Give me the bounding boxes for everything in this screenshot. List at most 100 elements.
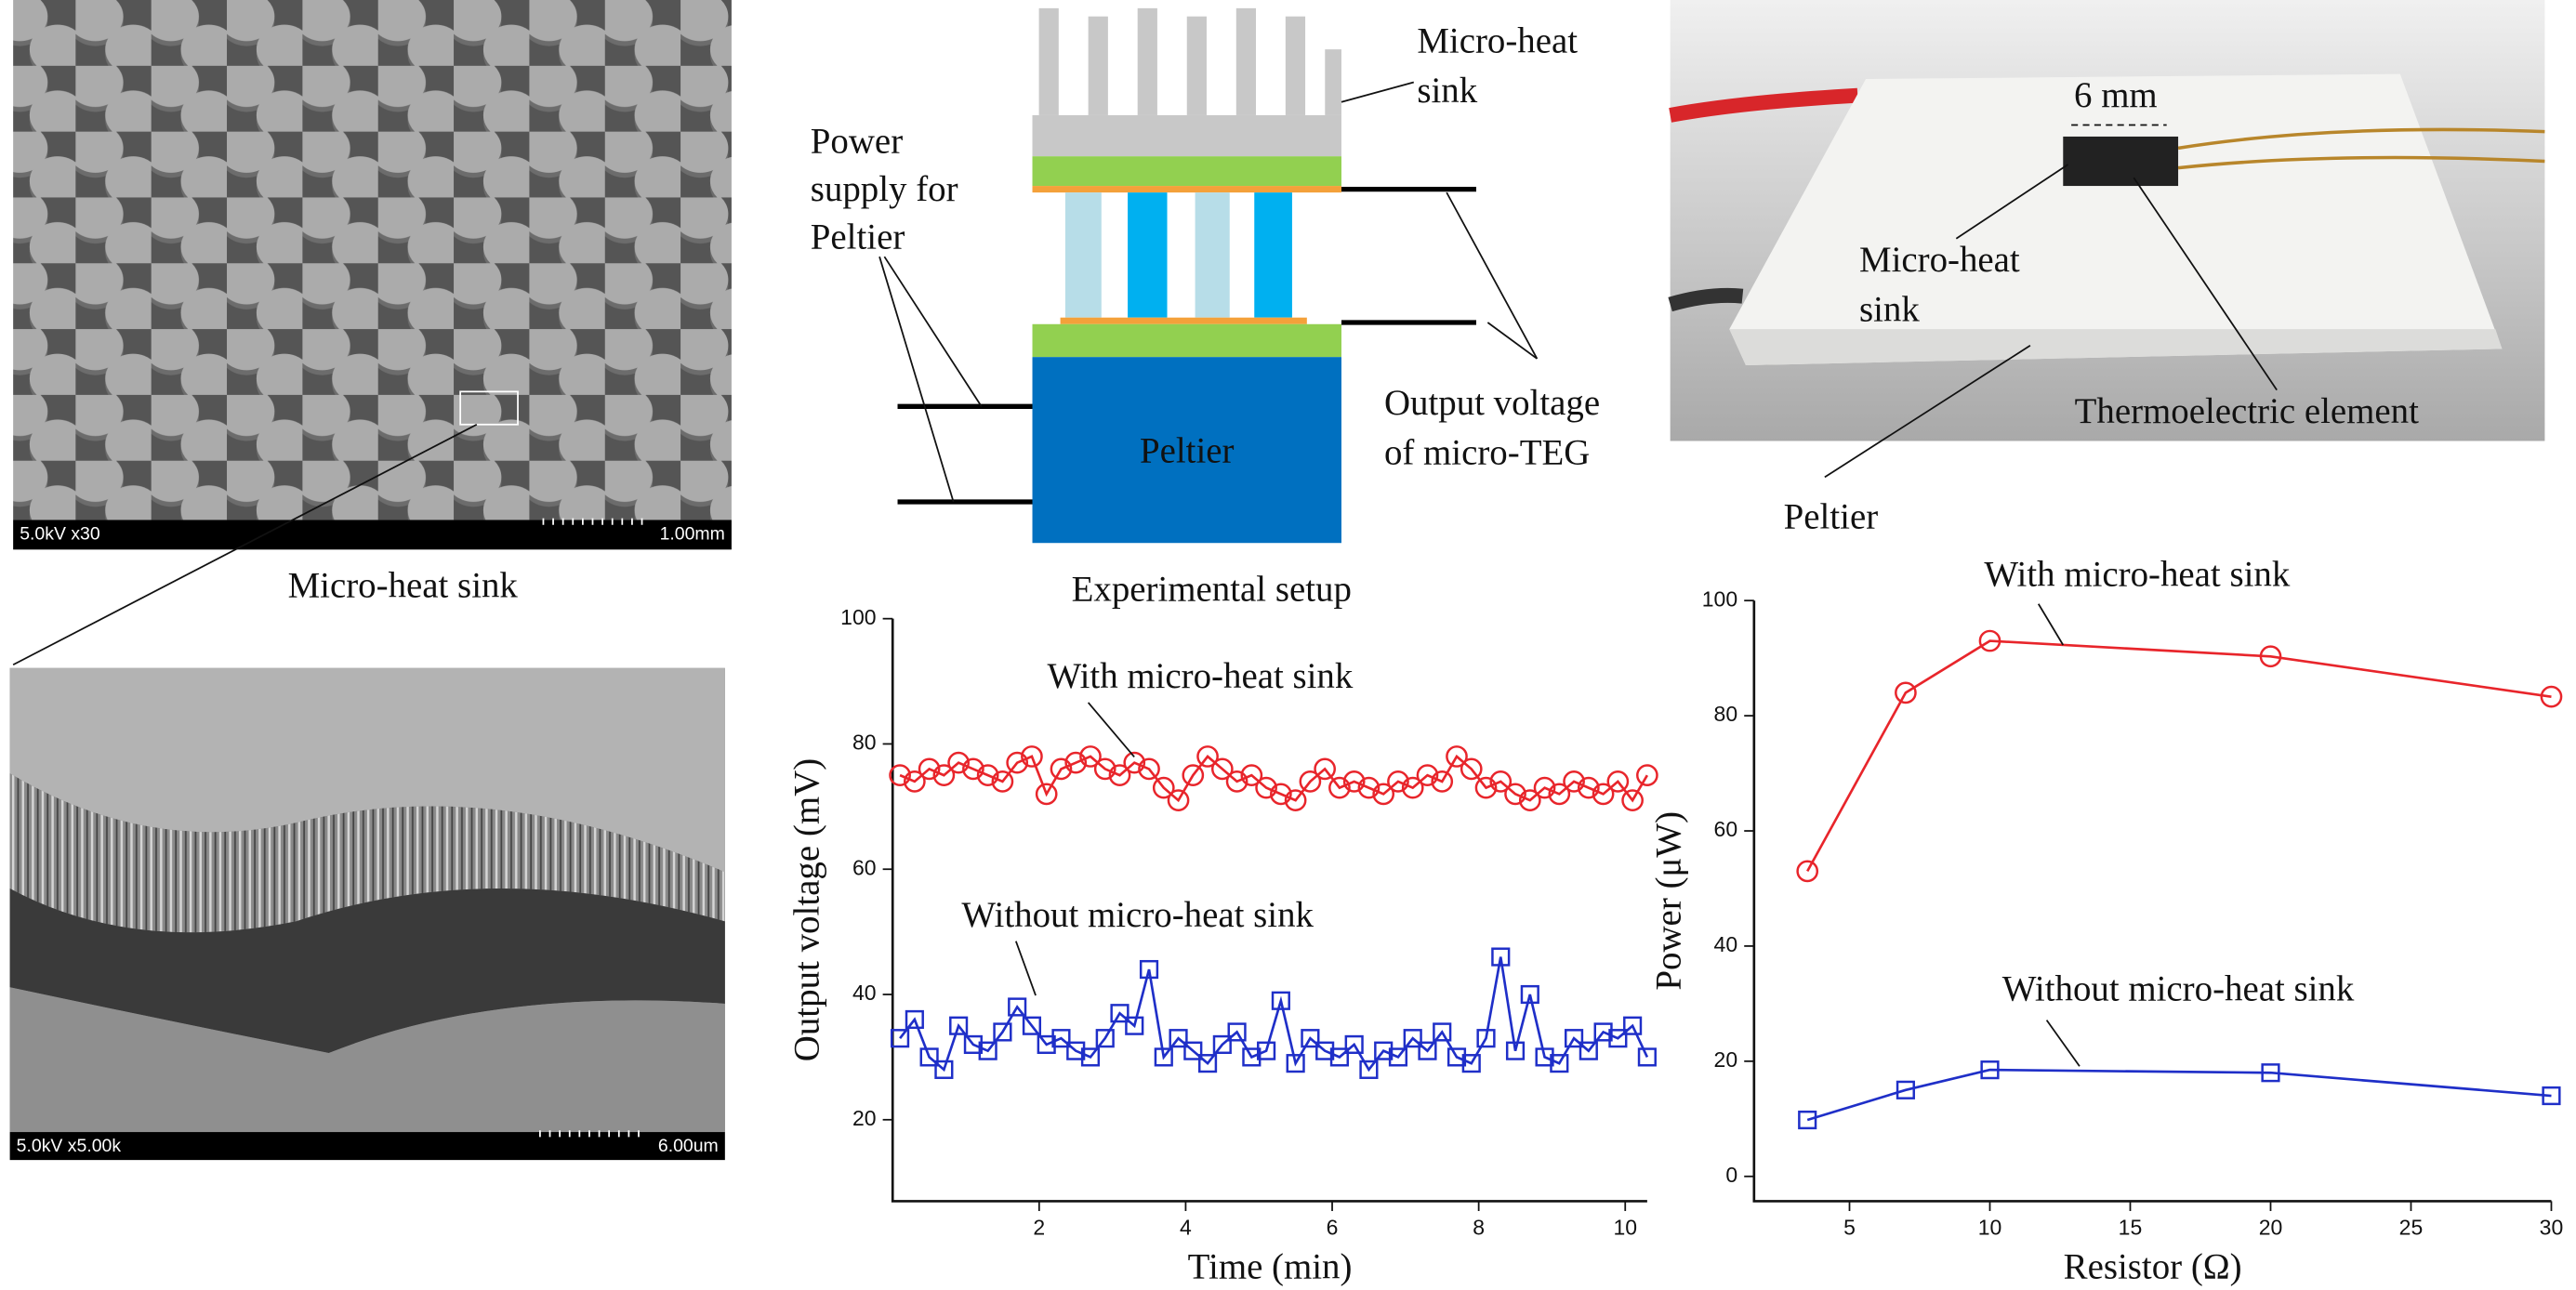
y-tick-label: 20: [1714, 1047, 1738, 1072]
x-tick-label: 8: [1473, 1216, 1485, 1240]
marker: [1169, 1029, 1188, 1048]
x-tick-label: 20: [2259, 1216, 2283, 1240]
marker: [1476, 1029, 1496, 1048]
marker: [2542, 1086, 2561, 1106]
sem-scale: 1.00mm: [660, 524, 725, 545]
marker: [1139, 959, 1159, 980]
marker: [1314, 757, 1336, 781]
substrate: [9, 987, 725, 1133]
green-plate: [1032, 156, 1341, 187]
wires: [897, 186, 1476, 505]
marker: [1167, 789, 1190, 811]
marker: [932, 764, 956, 787]
marker: [1608, 1029, 1628, 1048]
marker: [934, 1060, 954, 1079]
sem-scale: 6.00um: [658, 1136, 719, 1156]
peltier-block: [1032, 357, 1341, 544]
sem-image: [13, 0, 732, 520]
marker: [1064, 751, 1088, 774]
marker: [1416, 764, 1439, 787]
leg: [1064, 192, 1102, 318]
marker: [1022, 1016, 1042, 1035]
marker: [1357, 776, 1380, 799]
x-tick-label: 10: [1978, 1216, 2002, 1240]
marker: [1978, 629, 2001, 652]
marker: [1110, 1004, 1129, 1023]
zoom-line: [12, 423, 478, 666]
marker: [1138, 757, 1160, 781]
marker: [1270, 783, 1292, 806]
sem-info: 5.0kV x30: [20, 524, 100, 545]
marker: [947, 751, 970, 774]
marker: [1299, 770, 1322, 793]
marker: [1447, 1047, 1467, 1067]
marker: [1577, 776, 1600, 799]
plate-edge: [1729, 329, 2503, 366]
axes: [891, 618, 1647, 1203]
marker: [1183, 1041, 1203, 1060]
black-wire: [1668, 287, 1744, 312]
marker: [1301, 1029, 1320, 1048]
series-line: [1806, 1068, 2552, 1122]
marker: [1257, 1041, 1276, 1060]
y-tick-label: 40: [1714, 932, 1738, 956]
marker: [1182, 764, 1205, 787]
marker: [1095, 1029, 1115, 1048]
y-axis-label: Output voltage (mV): [787, 758, 827, 1062]
marker: [1154, 1047, 1173, 1067]
marker: [1196, 745, 1219, 768]
marker: [1255, 776, 1277, 799]
marker: [1197, 1054, 1218, 1073]
marker: [1418, 1041, 1437, 1060]
photo-heat-sink-label: Micro-heat: [1859, 240, 2020, 280]
heat-sink-label: sink: [1417, 71, 1477, 111]
x-tick-label: 25: [2399, 1216, 2424, 1240]
surface: [9, 667, 725, 873]
marker: [1621, 789, 1644, 811]
y-tick-label: 80: [852, 731, 877, 755]
marker: [1079, 745, 1102, 768]
marker: [1796, 860, 1819, 883]
leg: [1128, 192, 1168, 318]
marker: [2261, 1063, 2280, 1083]
heat-sink: [1032, 7, 1341, 157]
series-line: [899, 754, 1649, 803]
x-tick-label: 30: [2540, 1216, 2564, 1240]
marker: [976, 764, 999, 787]
x-tick-label: 10: [1613, 1216, 1637, 1240]
marker: [1227, 1022, 1247, 1042]
marker: [1505, 1041, 1526, 1060]
fibers: [9, 773, 725, 933]
marker: [1006, 751, 1029, 774]
y-tick-label: 100: [840, 605, 876, 629]
marker: [1123, 751, 1146, 774]
marker: [904, 770, 926, 793]
photo: [1668, 0, 2545, 479]
marker: [1896, 1080, 1915, 1099]
marker: [1240, 764, 1263, 787]
marker: [1548, 783, 1571, 806]
marker: [1798, 1110, 1817, 1130]
setup-diagram: [878, 7, 1539, 544]
x-tick-label: 4: [1180, 1216, 1192, 1240]
output-label: of micro-TEG: [1384, 432, 1590, 472]
marker: [1284, 789, 1307, 811]
marker: [978, 1041, 997, 1060]
axes: [1752, 600, 2552, 1203]
x-axis-label: Resistor (Ω): [2064, 1247, 2242, 1287]
marker: [993, 1022, 1012, 1042]
marker: [1035, 783, 1058, 806]
marker: [905, 1009, 924, 1030]
x-axis-label: Time (min): [1188, 1247, 1353, 1287]
marker: [1037, 1034, 1056, 1055]
marker: [1431, 770, 1454, 793]
x-tick-label: 2: [1033, 1216, 1045, 1240]
marker: [1359, 1060, 1379, 1079]
series-annotation: Without micro-heat sink: [961, 895, 1314, 935]
marker: [1474, 776, 1498, 799]
leader-lines: [1824, 164, 2278, 479]
marker: [1093, 757, 1116, 781]
y-tick-label: 60: [1714, 817, 1738, 841]
marker: [919, 1047, 939, 1067]
